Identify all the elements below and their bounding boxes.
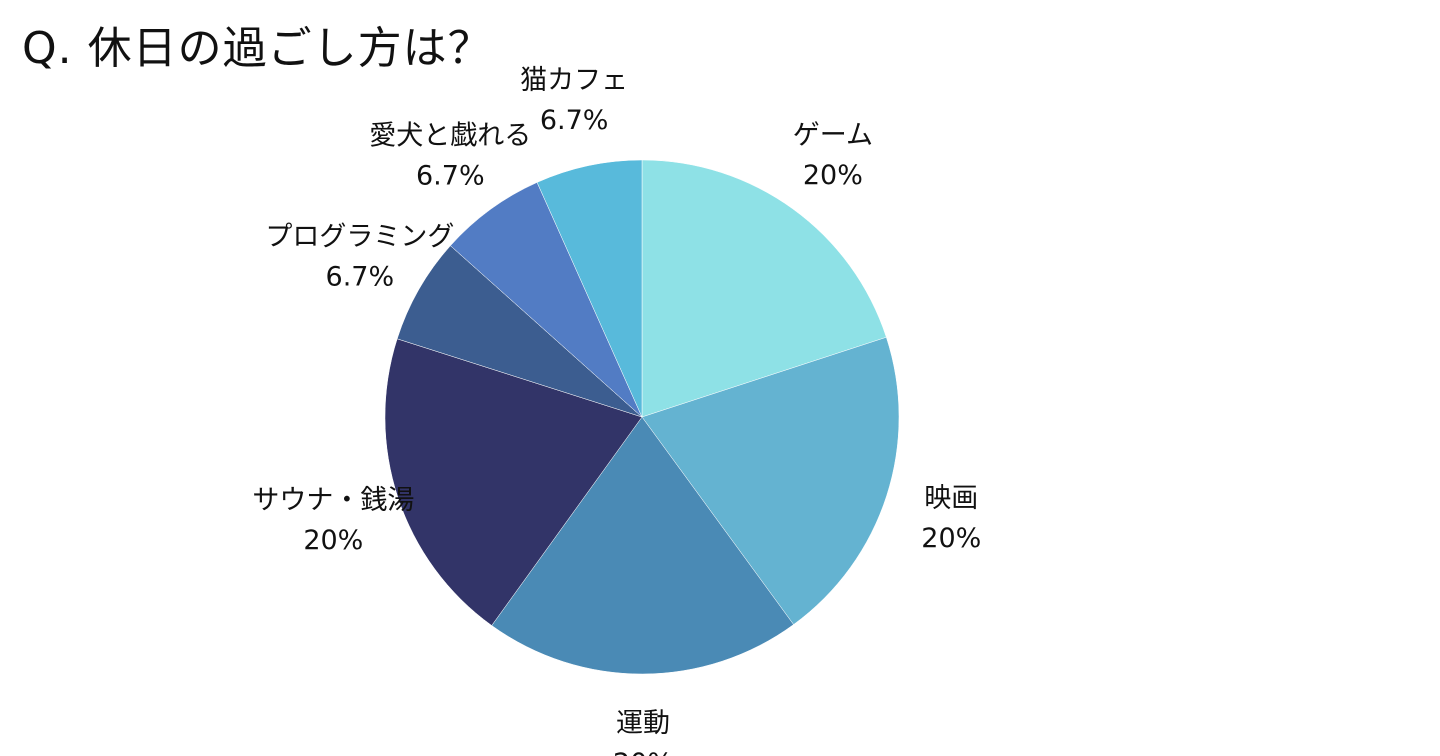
pie-slice-6 [450,182,643,418]
chart-title: Q. 休日の過ごし方は？ [22,23,493,74]
pie-slice-5 [396,245,643,418]
slice-value-label: 6.7% [540,105,609,136]
pie-labels: ゲーム 20% 映画 20% 運動 20% サウナ・銭湯 20% プログラミング 6.7% 愛犬と戯… [252,65,981,756]
slice-value-label: 20% [613,748,673,756]
pie-slice-4 [384,338,643,626]
pie-slice-1 [641,159,887,418]
slice-value-label: 6.7% [416,161,485,192]
slice-category-label: 運動 [616,708,670,739]
pie-slice-3 [491,416,794,675]
slice-value-label: 6.7% [326,262,395,293]
slice-category-label: 愛犬と戯れる [369,121,531,152]
pie-slice-2 [641,336,900,625]
slice-value-label: 20% [921,523,981,554]
slice-category-label: プログラミング [265,222,454,253]
slice-value-label: 20% [803,160,863,191]
pie-slices [384,159,900,675]
slice-value-label: 20% [303,525,363,556]
slice-category-label: 猫カフェ [520,65,628,96]
slice-category-label: ゲーム [793,120,873,151]
slice-category-label: 映画 [924,483,978,514]
pie-slice-7 [536,159,643,418]
slice-category-label: サウナ・銭湯 [252,485,414,516]
